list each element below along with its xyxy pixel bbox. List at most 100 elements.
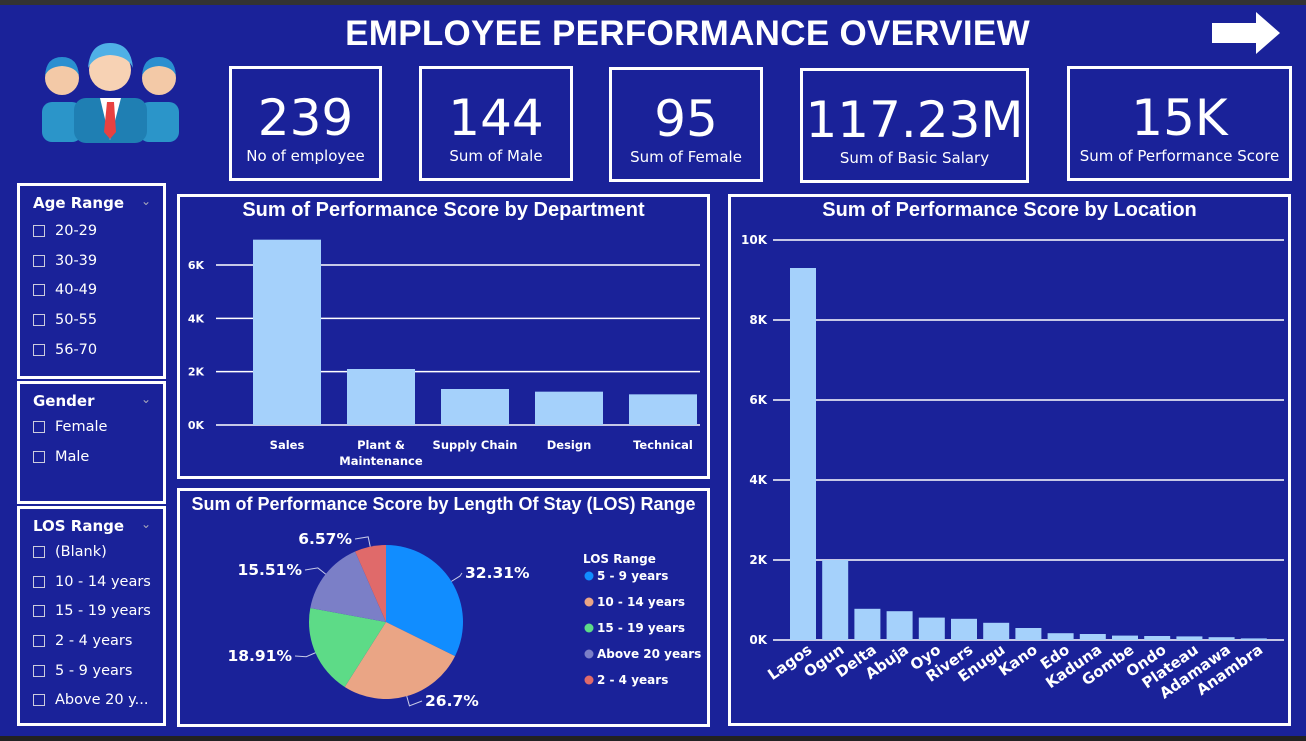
checkbox[interactable]	[33, 664, 45, 677]
pie-slice	[309, 607, 386, 687]
checkbox[interactable]	[33, 284, 45, 297]
leader-line	[294, 652, 316, 658]
bar	[347, 369, 415, 425]
slicer-option[interactable]: Female	[33, 412, 163, 442]
y-tick-label: 6K	[749, 393, 767, 407]
kpi-value: 117.23M	[805, 91, 1024, 149]
right-arrow-icon[interactable]	[1210, 10, 1282, 60]
slicer-option-label: 30-39	[55, 252, 98, 269]
checkbox[interactable]	[33, 450, 45, 463]
checkbox[interactable]	[33, 634, 45, 647]
chevron-down-icon[interactable]: ⌄	[140, 392, 151, 406]
slicer-option-label: 40-49	[55, 282, 98, 299]
y-tick-label: 10K	[741, 233, 768, 247]
kpi-card-female: 95 Sum of Female	[609, 67, 763, 182]
window-top-border	[0, 0, 1306, 5]
bar	[253, 239, 321, 425]
data-label: 18.91%	[227, 647, 292, 665]
x-tick-label: Maintenance	[339, 454, 423, 468]
kpi-label: No of employee	[246, 147, 365, 165]
y-tick-label: 2K	[749, 553, 767, 567]
slicer-option[interactable]: 10 - 14 years	[33, 567, 163, 597]
leader-line	[451, 572, 463, 582]
y-tick-label: 6K	[188, 259, 205, 272]
legend-marker	[584, 571, 594, 581]
y-tick-label: 4K	[188, 312, 205, 325]
kpi-value: 95	[654, 90, 718, 148]
bar	[1112, 635, 1138, 640]
bar	[1176, 636, 1203, 640]
checkbox[interactable]	[33, 254, 45, 267]
pie-slice	[344, 622, 456, 699]
legend-marker	[584, 597, 594, 607]
slicer-option-label: 56-70	[55, 341, 98, 358]
slicer-option[interactable]: 5 - 9 years	[33, 656, 163, 686]
x-tick-label: Design	[547, 438, 592, 452]
data-label: 15.51%	[237, 561, 302, 579]
kpi-value: 15K	[1131, 89, 1228, 147]
slicer-title: Age Range	[33, 194, 125, 212]
checkbox[interactable]	[33, 545, 45, 558]
legend-title: LOS Range	[583, 552, 656, 566]
leader-line	[304, 567, 326, 575]
data-label: 6.57%	[298, 530, 352, 548]
checkbox[interactable]	[33, 575, 45, 588]
y-tick-label: 4K	[749, 473, 767, 487]
chevron-down-icon[interactable]: ⌄	[140, 194, 151, 208]
slicer-option[interactable]: (Blank)	[33, 537, 163, 567]
data-label: 26.7%	[425, 692, 479, 710]
pie-slice	[355, 545, 386, 622]
bar	[1208, 637, 1235, 640]
slicer-option-label: 2 - 4 years	[55, 632, 133, 649]
bar	[1015, 628, 1042, 640]
slicer-los-range: LOS Range ⌄ (Blank) 10 - 14 years 15 - 1…	[17, 506, 166, 726]
slicer-option[interactable]: Above 20 y...	[33, 685, 163, 715]
legend-entry: Above 20 years	[597, 647, 701, 661]
slicer-option[interactable]: 2 - 4 years	[33, 626, 163, 656]
location-chart-panel: Sum of Performance Score by Location 0K 2…	[728, 194, 1291, 726]
kpi-card-employees: 239 No of employee	[229, 66, 382, 181]
chart-title: Sum of Performance Score by Length Of St…	[191, 494, 696, 514]
bar	[822, 560, 849, 640]
legend-entry: 2 - 4 years	[597, 673, 668, 687]
y-tick-label: 0K	[749, 633, 767, 647]
leader-line	[406, 696, 423, 707]
x-tick-label: Supply Chain	[433, 438, 518, 452]
x-tick-label: Technical	[633, 438, 693, 452]
slicer-option[interactable]: 20-29	[33, 216, 163, 246]
slicer-option[interactable]: 30-39	[33, 246, 163, 276]
slicer-title: LOS Range	[33, 517, 125, 535]
bar	[1079, 634, 1106, 640]
slicer-age-range: Age Range ⌄ 20-29 30-39 40-49 50-55 56-7…	[17, 183, 166, 379]
checkbox[interactable]	[33, 224, 45, 237]
chevron-down-icon[interactable]: ⌄	[140, 517, 151, 531]
slicer-option[interactable]: 56-70	[33, 335, 163, 365]
slicer-option-label: Above 20 y...	[55, 692, 149, 709]
bar	[629, 394, 697, 425]
los-pie-chart: 32.31% 26.7% 18.91% 15.51% 6.57% LOS Range 5 -…	[227, 530, 701, 710]
checkbox[interactable]	[33, 420, 45, 433]
chart-title: Sum of Performance Score by Department	[242, 199, 645, 221]
slicer-option[interactable]: 40-49	[33, 275, 163, 305]
bar	[854, 608, 881, 640]
slicer-option-label: Female	[55, 418, 108, 435]
chart-title: Sum of Performance Score by Location	[822, 199, 1197, 221]
checkbox[interactable]	[33, 694, 45, 707]
legend-marker	[584, 675, 594, 685]
slicer-option-label: 50-55	[55, 311, 98, 328]
checkbox[interactable]	[33, 605, 45, 618]
bar	[1047, 633, 1074, 640]
checkbox[interactable]	[33, 313, 45, 326]
bar	[983, 622, 1010, 640]
legend-entry: 15 - 19 years	[597, 621, 685, 635]
checkbox[interactable]	[33, 343, 45, 356]
kpi-label: Sum of Basic Salary	[839, 149, 990, 167]
y-tick-label: 2K	[188, 366, 205, 379]
slicer-option[interactable]: Male	[33, 442, 163, 472]
slicer-option[interactable]: 15 - 19 years	[33, 596, 163, 626]
bar	[951, 618, 977, 640]
slicer-option[interactable]: 50-55	[33, 305, 163, 335]
department-bar-chart: 0K 2K 4K 6K Sales Plant & Maintenance Supply Ch…	[188, 239, 700, 468]
bar	[790, 268, 816, 640]
los-chart-panel: Sum of Performance Score by Length Of St…	[177, 488, 710, 727]
